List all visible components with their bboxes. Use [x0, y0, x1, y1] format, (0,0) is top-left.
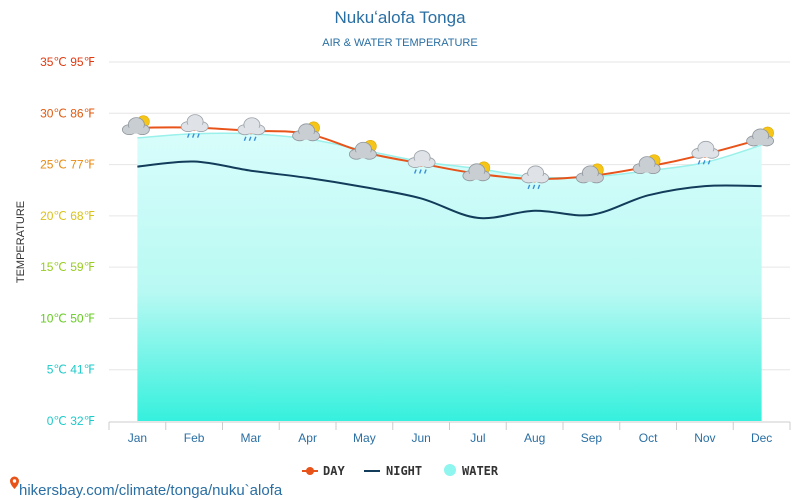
x-tick-label: Nov	[694, 431, 715, 445]
chart-title: Nukuʻalofa Tonga	[334, 8, 466, 27]
weather-icons	[121, 114, 775, 190]
x-tick-label: Dec	[751, 431, 772, 445]
y-tick-label: 15℃ 59℉	[40, 260, 95, 274]
water-area-fill	[137, 133, 762, 422]
rain-cloud-icon	[407, 150, 436, 174]
y-tick-label: 0℃ 32℉	[47, 414, 95, 428]
x-tick-label: Jul	[470, 431, 485, 445]
legend-night[interactable]: NIGHT	[364, 464, 422, 478]
partly-cloudy-icon	[292, 121, 321, 142]
x-tick-label: Feb	[184, 431, 205, 445]
water-area	[137, 132, 762, 422]
y-tick-label: 35℃ 95℉	[40, 55, 95, 69]
rain-cloud-icon	[521, 165, 550, 190]
y-axis: 0℃ 32℉ 5℃ 41℉ 10℃ 50℉ 15℃ 59℉ 20℃ 68℉ 25℃ 77℉…	[40, 55, 95, 428]
x-axis: Jan Feb Mar Apr May Jun Jul Aug Sep Oct Nov Dec	[108, 421, 791, 445]
y-tick-label: 20℃ 68℉	[40, 209, 95, 223]
rain-cloud-icon	[180, 114, 209, 138]
x-tick-label: Mar	[241, 431, 262, 445]
legend: DAY NIGHT WATER	[302, 464, 499, 478]
legend-water[interactable]: WATER	[444, 464, 499, 478]
partly-cloudy-icon	[462, 161, 491, 182]
y-tick-label: 5℃ 41℉	[47, 363, 95, 377]
legend-night-label: NIGHT	[386, 464, 422, 478]
x-tick-label: Aug	[524, 431, 545, 445]
partly-cloudy-icon	[348, 139, 377, 160]
rain-cloud-icon	[237, 117, 266, 141]
map-pin-icon	[10, 476, 19, 489]
x-tick-label: Jun	[411, 431, 430, 445]
x-tick-label: May	[353, 431, 376, 445]
source-link[interactable]: hikersbay.com/climate/tonga/nuku`alofa	[10, 476, 283, 499]
x-tick-label: Jan	[128, 431, 147, 445]
y-tick-label: 30℃ 86℉	[40, 106, 95, 120]
x-tick-label: Oct	[639, 431, 658, 445]
night-line	[137, 160, 762, 220]
x-tick-label: Apr	[298, 431, 317, 445]
y-tick-label: 25℃ 77℉	[40, 158, 95, 172]
partly-cloudy-icon	[121, 115, 150, 136]
partly-cloudy-icon	[575, 163, 604, 184]
legend-day[interactable]: DAY	[302, 464, 345, 478]
rain-cloud-icon	[691, 140, 720, 165]
x-tick-label: Sep	[581, 431, 603, 445]
partly-cloudy-icon	[746, 126, 775, 147]
y-tick-label: 10℃ 50℉	[40, 311, 95, 325]
legend-day-label: DAY	[323, 464, 345, 478]
legend-water-label: WATER	[462, 464, 499, 478]
y-axis-title: TEMPERATURE	[15, 201, 27, 283]
night-series	[137, 160, 762, 220]
partly-cloudy-icon	[632, 154, 661, 175]
source-text: hikersbay.com/climate/tonga/nuku`alofa	[19, 482, 283, 499]
chart-subtitle: AIR & WATER TEMPERATURE	[322, 37, 477, 49]
